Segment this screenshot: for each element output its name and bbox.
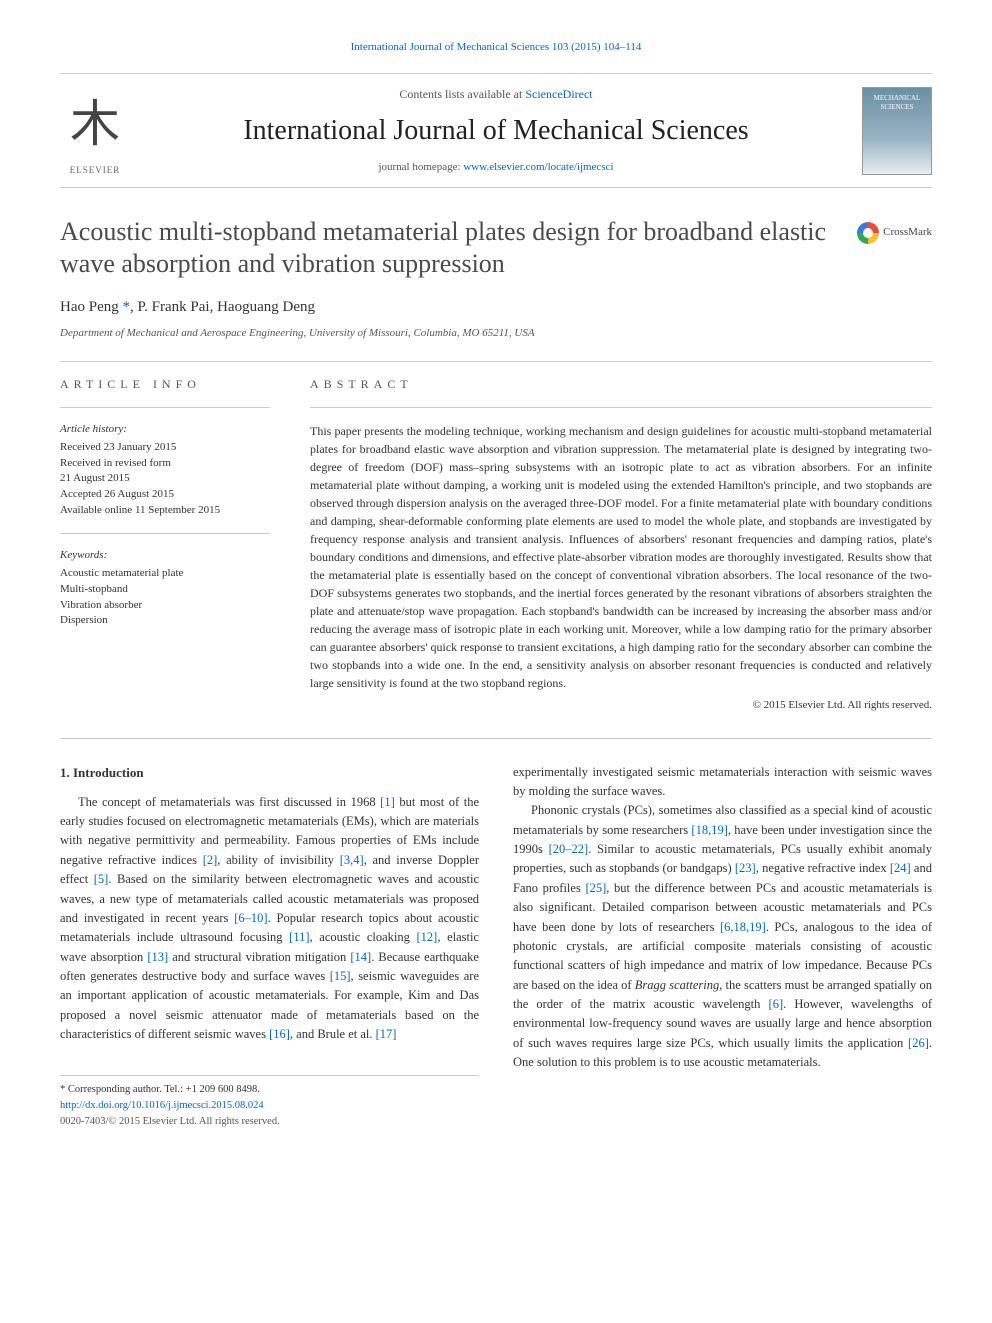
intro-paragraph-2: Phononic crystals (PCs), sometimes also …: [513, 801, 932, 1072]
corresponding-footnote: * Corresponding author. Tel.: +1 209 600…: [60, 1082, 479, 1098]
ref-6[interactable]: [6]: [769, 997, 784, 1011]
journal-citation-header: International Journal of Mechanical Scie…: [60, 40, 932, 55]
elsevier-tree-icon: ⽊: [60, 84, 130, 164]
history-label: Article history:: [60, 422, 270, 437]
ref-1[interactable]: [1]: [380, 795, 395, 809]
text: The concept of metamaterials was first d…: [78, 795, 380, 809]
sciencedirect-link[interactable]: ScienceDirect: [525, 87, 592, 101]
ref-2[interactable]: [2]: [203, 853, 218, 867]
ref-17[interactable]: [17]: [376, 1027, 397, 1041]
authors-text: Hao Peng: [60, 299, 119, 315]
corresponding-star-icon: *: [119, 299, 130, 315]
ref-23[interactable]: [23]: [735, 861, 756, 875]
homepage-prefix: journal homepage:: [378, 161, 463, 173]
journal-header-bar: ⽊ ELSEVIER Contents lists available at S…: [60, 73, 932, 188]
divider: [60, 361, 932, 362]
homepage-line: journal homepage: www.elsevier.com/locat…: [148, 160, 844, 175]
intro-paragraph-1: The concept of metamaterials was first d…: [60, 793, 479, 1045]
body-columns: 1. Introduction The concept of metamater…: [60, 763, 932, 1131]
abstract-copyright: © 2015 Elsevier Ltd. All rights reserved…: [310, 698, 932, 713]
meta-row: ARTICLE INFO Article history: Received 2…: [60, 376, 932, 713]
text: , negative refractive index: [756, 861, 890, 875]
contents-line: Contents lists available at ScienceDirec…: [148, 86, 844, 103]
divider: [60, 738, 932, 739]
homepage-url[interactable]: www.elsevier.com/locate/ijmecsci: [463, 161, 613, 173]
ref-15[interactable]: [15]: [330, 969, 351, 983]
journal-cover-thumbnail: MECHANICAL SCIENCES: [862, 87, 932, 175]
abstract-heading: ABSTRACT: [310, 376, 932, 393]
keywords-block: Keywords: Acoustic metamaterial plate Mu…: [60, 548, 270, 629]
ref-25[interactable]: [25]: [585, 881, 606, 895]
crossmark-label: CrossMark: [883, 225, 932, 240]
affiliation: Department of Mechanical and Aerospace E…: [60, 326, 932, 341]
cover-text: MECHANICAL SCIENCES: [863, 94, 931, 114]
ref-20-22[interactable]: [20–22]: [549, 842, 589, 856]
text: , ability of invisibility: [217, 853, 339, 867]
ref-6-10[interactable]: [6–10]: [234, 911, 267, 925]
contents-prefix: Contents lists available at: [399, 87, 525, 101]
intro-heading: 1. Introduction: [60, 763, 479, 783]
ref-6-18-19[interactable]: [6,18,19]: [720, 920, 766, 934]
text: , acoustic cloaking: [310, 930, 417, 944]
keywords-label: Keywords:: [60, 548, 270, 563]
ref-14[interactable]: [14]: [350, 950, 371, 964]
ref-16[interactable]: [16]: [269, 1027, 290, 1041]
bragg-term: Bragg scattering: [635, 978, 719, 992]
doi-line: http://dx.doi.org/10.1016/j.ijmecsci.201…: [60, 1098, 479, 1114]
ref-26[interactable]: [26]: [908, 1036, 929, 1050]
journal-citation-link[interactable]: International Journal of Mechanical Scie…: [351, 41, 642, 53]
crossmark-badge[interactable]: CrossMark: [857, 222, 932, 244]
text: , and Brule et al.: [290, 1027, 376, 1041]
intro-paragraph-1-continued: experimentally investigated seismic meta…: [513, 763, 932, 802]
ref-18-19[interactable]: [18,19]: [691, 823, 727, 837]
authors-rest: , P. Frank Pai, Haoguang Deng: [130, 299, 315, 315]
header-center: Contents lists available at ScienceDirec…: [148, 86, 844, 175]
title-block: Acoustic multi-stopband metamaterial pla…: [60, 216, 932, 281]
abstract-text: This paper presents the modeling techniq…: [310, 422, 932, 692]
ref-5[interactable]: [5]: [94, 872, 109, 886]
abstract-column: ABSTRACT This paper presents the modelin…: [310, 376, 932, 713]
divider: [310, 407, 932, 408]
ref-12[interactable]: [12]: [417, 930, 438, 944]
elsevier-label: ELSEVIER: [60, 164, 130, 177]
divider: [60, 533, 270, 534]
footnote-block: * Corresponding author. Tel.: +1 209 600…: [60, 1075, 479, 1131]
ref-13[interactable]: [13]: [147, 950, 168, 964]
crossmark-icon: [857, 222, 879, 244]
article-info-heading: ARTICLE INFO: [60, 376, 270, 393]
author-list: Hao Peng *, P. Frank Pai, Haoguang Deng: [60, 297, 932, 318]
right-column: experimentally investigated seismic meta…: [513, 763, 932, 1131]
ref-3-4[interactable]: [3,4]: [340, 853, 364, 867]
elsevier-logo-block: ⽊ ELSEVIER: [60, 84, 130, 177]
article-info-column: ARTICLE INFO Article history: Received 2…: [60, 376, 270, 713]
issn-line: 0020-7403/© 2015 Elsevier Ltd. All right…: [60, 1114, 479, 1130]
doi-link[interactable]: http://dx.doi.org/10.1016/j.ijmecsci.201…: [60, 1100, 264, 1111]
divider: [60, 407, 270, 408]
ref-11[interactable]: [11]: [289, 930, 309, 944]
ref-24[interactable]: [24]: [890, 861, 911, 875]
text: and structural vibration mitigation: [168, 950, 350, 964]
left-column: 1. Introduction The concept of metamater…: [60, 763, 479, 1131]
history-text: Received 23 January 2015 Received in rev…: [60, 440, 270, 520]
journal-name: International Journal of Mechanical Scie…: [148, 111, 844, 150]
paper-title: Acoustic multi-stopband metamaterial pla…: [60, 216, 835, 281]
keywords-text: Acoustic metamaterial plate Multi-stopba…: [60, 566, 270, 630]
text: experimentally investigated seismic meta…: [513, 765, 932, 798]
